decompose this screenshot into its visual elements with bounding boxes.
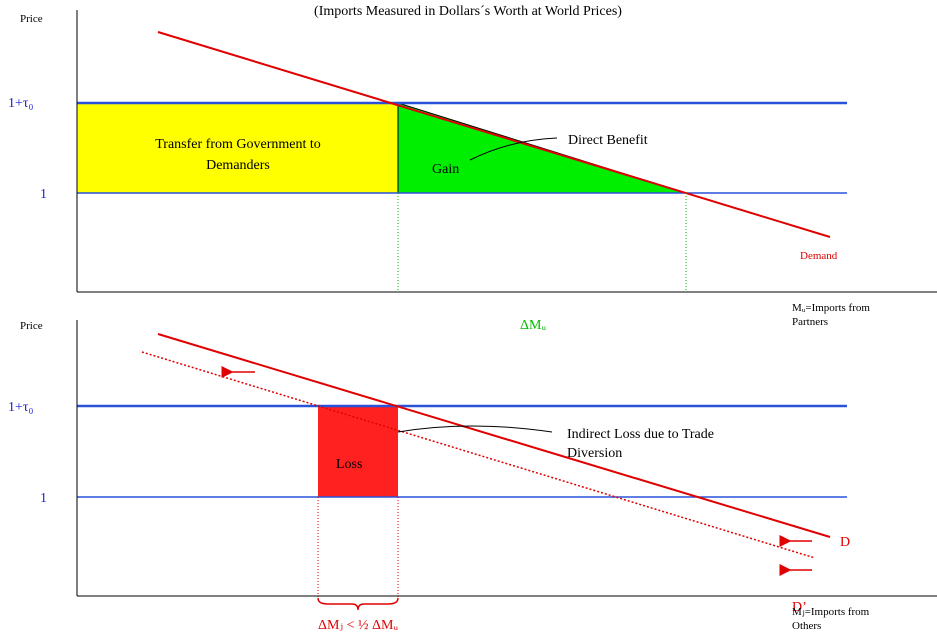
d-label: D [840, 535, 850, 550]
lower-price-label: 1 [40, 187, 47, 202]
demand-label: Demand [800, 250, 838, 262]
top-panel: Price 1+τ₀ 1 Transfer from Government to… [8, 10, 937, 333]
transfer-label: Transfer from Government to Demanders [155, 137, 321, 173]
demand-line [157, 31, 831, 238]
lower-price-label: 1 [40, 491, 47, 506]
brace [317, 597, 399, 611]
loss-area [318, 406, 398, 497]
y-axis-label: Price [20, 13, 43, 25]
d-prime-line [141, 351, 816, 559]
y-axis-label: Price [20, 320, 43, 332]
x-axis-label: Mᵤ=Imports from Partners [792, 302, 870, 328]
title: (Imports Measured in Dollars´s Worth at … [314, 4, 622, 19]
upper-price-label: 1+τ₀ [8, 400, 34, 415]
gain-label: Gain [432, 162, 459, 177]
delta-label: ΔMⱼ < ½ ΔMᵤ [318, 618, 398, 633]
upper-price-label: 1+τ₀ [8, 96, 34, 111]
bottom-panel: Price 1+τ₀ 1 Loss Indirect Loss due to T… [8, 320, 937, 633]
loss-label: Loss [336, 457, 362, 472]
transfer-area [76, 102, 399, 194]
callout [397, 425, 553, 433]
d-prime-label: D’ [792, 600, 807, 615]
indirect-loss-label: Indirect Loss due to Trade Diversion [567, 427, 714, 461]
x-axis-label: Mⱼ=Imports from Others [792, 606, 870, 632]
direct-benefit-label: Direct Benefit [568, 133, 648, 148]
delta-label: ΔMᵤ [520, 318, 546, 333]
d-line [157, 333, 831, 538]
callout [469, 137, 558, 161]
